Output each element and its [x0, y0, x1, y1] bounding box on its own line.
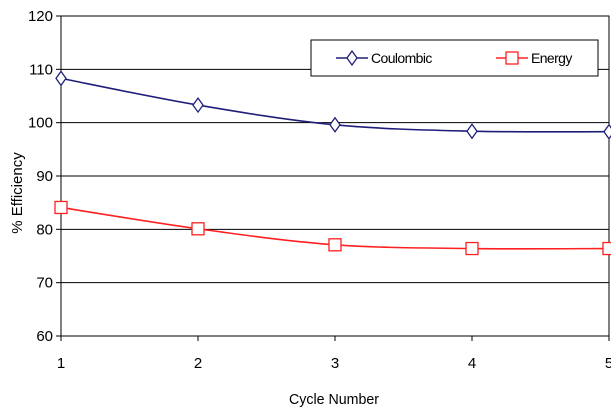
- y-tick-label-60: 60: [36, 328, 53, 345]
- data-point-coulombic-2: [192, 96, 204, 114]
- legend-label-coulombic: Coulombic: [371, 50, 432, 66]
- y-tick-label-70: 70: [36, 275, 53, 292]
- legend-marker-square-icon: [505, 51, 519, 65]
- y-tick-label-100: 100: [28, 115, 53, 132]
- legend-entry-coulombic: Coulombic: [336, 49, 433, 67]
- legend: Coulombic Energy: [310, 39, 599, 77]
- legend-marker-diamond-icon: [346, 49, 358, 67]
- data-point-coulombic-3: [329, 116, 341, 133]
- data-point-energy-3: [328, 238, 342, 252]
- series-layer: [54, 70, 611, 256]
- data-point-energy-2: [191, 222, 205, 236]
- x-tick-label-5: 5: [605, 355, 611, 372]
- data-point-energy-5: [602, 241, 611, 256]
- data-point-energy-4: [465, 241, 479, 256]
- x-tick-label-2: 2: [194, 355, 202, 372]
- x-axis-label: Cycle Number: [289, 391, 379, 408]
- y-axis-label: % Efficiency: [9, 152, 26, 234]
- x-tick-label-1: 1: [57, 355, 65, 372]
- data-point-coulombic-5: [603, 123, 611, 140]
- data-point-energy-1: [54, 200, 68, 215]
- x-axis-ticks: 1 2 3 4 5: [57, 336, 611, 372]
- y-tick-label-120: 120: [28, 8, 53, 25]
- data-point-coulombic-1: [55, 70, 67, 87]
- x-tick-label-4: 4: [468, 355, 476, 372]
- legend-label-energy: Energy: [531, 50, 572, 66]
- data-point-coulombic-4: [466, 123, 478, 140]
- y-axis-ticks: 60 70 80 90 100 110 120: [28, 8, 61, 345]
- y-tick-label-80: 80: [36, 221, 53, 238]
- y-tick-label-90: 90: [36, 168, 53, 185]
- x-tick-label-3: 3: [331, 355, 339, 372]
- y-tick-label-110: 110: [29, 61, 53, 78]
- legend-entry-energy: Energy: [496, 50, 573, 66]
